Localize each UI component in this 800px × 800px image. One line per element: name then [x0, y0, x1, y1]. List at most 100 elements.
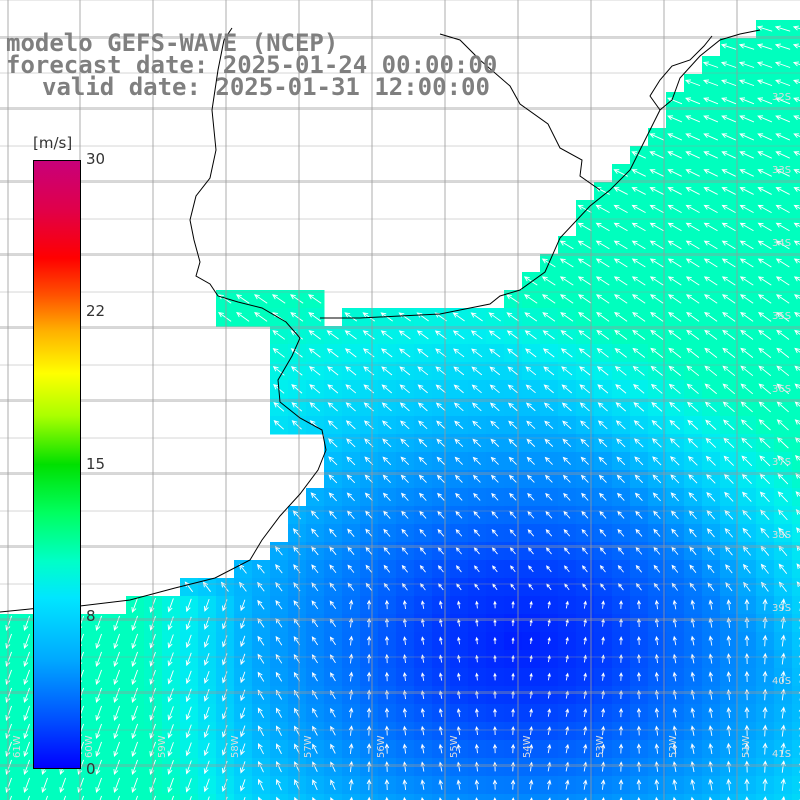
wind-arrow	[780, 634, 786, 647]
wind-arrow	[185, 706, 192, 721]
wind-arrow	[685, 115, 701, 123]
wind-arrow	[688, 492, 698, 502]
wind-arrow	[95, 687, 102, 704]
wind-arrow	[565, 636, 569, 645]
wind-arrow	[705, 419, 717, 430]
wind-arrow	[721, 276, 736, 286]
wind-arrow	[547, 600, 551, 609]
wind-speed-cell	[792, 704, 800, 723]
wind-arrow	[349, 796, 353, 800]
wind-arrow	[491, 510, 499, 519]
wind-arrow	[402, 707, 407, 718]
wind-arrow	[686, 312, 700, 322]
wind-arrow	[780, 724, 786, 737]
wind-arrow	[740, 401, 753, 413]
wind-arrow	[649, 204, 664, 213]
wind-speed-cell	[108, 794, 127, 800]
wind-speed-cell	[252, 794, 271, 800]
wind-arrow	[544, 474, 553, 483]
wind-speed-cell	[702, 794, 721, 800]
wind-arrow	[636, 671, 641, 682]
wind-speed-cell	[792, 416, 800, 435]
wind-arrow	[131, 669, 138, 686]
wind-arrow	[275, 653, 283, 664]
wind-arrow	[601, 600, 605, 609]
wind-arrow	[383, 528, 391, 537]
wind-speed-cell	[792, 506, 800, 525]
wind-arrow	[690, 743, 696, 754]
wind-arrow	[203, 598, 210, 612]
wind-arrow	[667, 187, 682, 195]
wind-arrow	[760, 527, 770, 538]
wind-speed-cell	[792, 200, 800, 219]
wind-speed-cell	[792, 92, 800, 111]
wind-arrow	[595, 276, 610, 286]
wind-arrow	[327, 384, 339, 394]
wind-arrow	[744, 598, 750, 611]
wind-arrow	[687, 455, 698, 466]
wind-arrow	[598, 474, 607, 483]
wind-arrow	[420, 779, 426, 790]
wind-arrow	[794, 455, 800, 461]
wind-arrow	[741, 455, 753, 467]
wind-arrow	[311, 636, 319, 646]
forecast-date: forecast date: 2025-01-24 00:00:00	[6, 51, 498, 79]
wind-speed-cell	[792, 272, 800, 291]
wind-arrow	[364, 474, 374, 484]
wind-arrow	[456, 779, 462, 790]
wind-arrow	[527, 492, 535, 501]
wind-arrow	[437, 547, 444, 555]
wind-arrow	[703, 115, 719, 123]
wind-arrow	[654, 707, 659, 718]
wind-arrow	[435, 366, 447, 376]
wind-arrow	[739, 187, 754, 195]
wind-arrow	[757, 276, 772, 286]
wind-arrow	[778, 527, 788, 539]
wind-arrow	[113, 741, 120, 758]
wind-arrow	[794, 401, 800, 407]
wind-arrow	[475, 636, 479, 645]
wind-arrow	[703, 294, 718, 304]
wind-arrow	[707, 582, 715, 592]
wind-arrow	[454, 456, 463, 465]
wind-speed-cell	[792, 650, 800, 669]
wind-arrow	[667, 169, 682, 177]
wind-arrow	[759, 473, 771, 485]
wind-arrow	[276, 778, 282, 791]
wind-arrow	[668, 312, 682, 322]
wind-arrow	[488, 312, 501, 322]
wind-arrow	[380, 348, 393, 358]
wind-arrow	[240, 635, 246, 648]
wind-arrow	[796, 563, 800, 570]
wind-arrow	[492, 565, 498, 573]
wind-arrow	[707, 546, 715, 556]
wind-arrow	[707, 564, 715, 574]
wind-arrow	[327, 366, 339, 376]
wind-arrow	[759, 491, 770, 503]
wind-arrow	[327, 402, 338, 412]
wind-arrow	[595, 240, 610, 250]
wind-arrow	[725, 564, 733, 574]
wind-arrow	[545, 547, 552, 555]
wind-arrow	[418, 456, 428, 465]
wind-arrow	[474, 743, 479, 754]
wind-arrow	[703, 79, 719, 87]
wind-arrow	[420, 725, 425, 736]
wind-arrow	[704, 347, 718, 358]
wind-arrow	[509, 529, 517, 537]
wind-arrow	[366, 599, 372, 610]
wind-arrow	[420, 672, 425, 681]
wind-arrow	[757, 294, 772, 304]
wind-arrow	[739, 258, 754, 268]
wind-arrow	[328, 456, 338, 466]
wind-arrow	[257, 743, 264, 755]
wind-arrow	[562, 456, 571, 465]
wind-arrow	[636, 599, 641, 610]
wind-arrow	[652, 474, 662, 484]
wind-arrow	[365, 510, 373, 519]
wind-speed-cell	[774, 794, 793, 800]
wind-arrow	[598, 456, 608, 466]
wind-arrow	[708, 796, 713, 800]
wind-arrow	[739, 79, 755, 87]
wind-arrow	[744, 778, 750, 791]
